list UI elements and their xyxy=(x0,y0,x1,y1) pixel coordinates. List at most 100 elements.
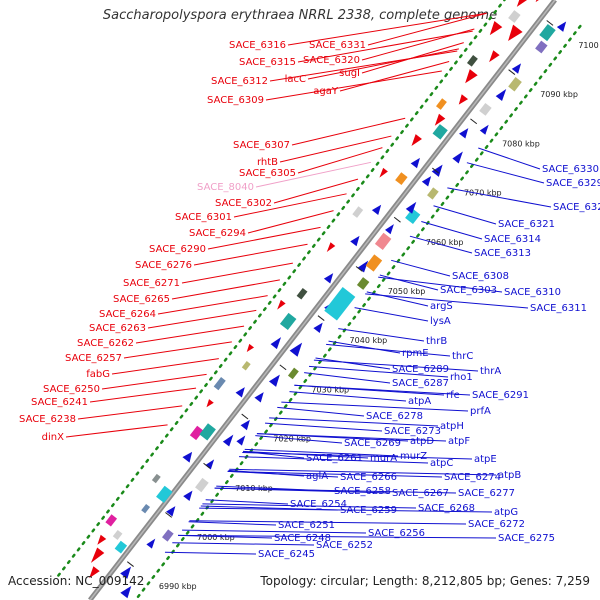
right-label-leader xyxy=(244,448,399,457)
gene-feature-block xyxy=(151,473,161,484)
reverse-gene-arrow xyxy=(379,167,388,178)
forward-gene-arrow xyxy=(495,89,507,101)
right-gene-label: SACE_6310 xyxy=(504,287,561,298)
left-gene-label: SACE_6290 xyxy=(149,244,206,255)
gene-feature-block xyxy=(539,23,556,42)
right-gene-label: SACE_6251 xyxy=(278,520,335,531)
gene-feature-block xyxy=(241,361,251,371)
forward-gene-arrow xyxy=(421,176,432,187)
right-label-leader xyxy=(447,187,552,208)
gene-feature-block xyxy=(141,503,151,514)
right-gene-label: SACE_6245 xyxy=(258,549,315,560)
right-label-leader xyxy=(338,328,425,342)
right-label-leader xyxy=(466,162,545,184)
right-gene-label: SACE_6289 xyxy=(392,364,449,375)
right-gene-label: SACE_6248 xyxy=(274,533,331,544)
gene-feature-block xyxy=(479,102,492,116)
left-gene-labels: SACE_6331 SACE_6316 SACE_6320 SACE_6315 sugI… xyxy=(19,40,366,443)
scale-tick xyxy=(393,216,401,223)
left-gene-label: SACE_6315 xyxy=(239,57,296,68)
right-label-leader xyxy=(304,372,391,384)
scale-tick-label: 7040 kbp xyxy=(350,336,388,345)
right-dotted-line xyxy=(133,20,585,600)
right-label-leader xyxy=(188,521,277,526)
left-label-leader xyxy=(255,161,372,188)
scale-tick-label: 7000 kbp xyxy=(197,533,235,542)
scale-tick-label: 7010 kbp xyxy=(235,484,273,493)
left-label-leader xyxy=(147,309,257,329)
forward-gene-arrow xyxy=(323,273,334,284)
right-gene-label: SACE_6287 xyxy=(392,378,449,389)
left-gene-label: SACE_6305 xyxy=(239,168,296,179)
left-gene-label: SACE_6312 xyxy=(211,76,268,87)
right-label-leader xyxy=(378,276,503,293)
reverse-gene-arrow xyxy=(489,21,503,36)
left-label-leader xyxy=(269,50,458,82)
left-label-leader xyxy=(247,210,334,234)
right-gene-label: SACE_6275 xyxy=(498,533,555,544)
dotted-guide-lines xyxy=(57,0,585,600)
right-label-leader xyxy=(182,529,367,534)
left-label-leader xyxy=(65,424,168,438)
left-gene-label: rhtB xyxy=(257,157,278,168)
left-label-leader xyxy=(367,12,487,46)
gene-feature-block xyxy=(162,529,174,542)
forward-gene-arrow xyxy=(183,490,193,501)
reverse-gene-arrow xyxy=(489,50,500,63)
reverse-gene-arrow xyxy=(206,399,214,408)
right-label-leader xyxy=(229,468,497,476)
forward-gene-arrow xyxy=(410,157,420,169)
forward-gene-arrow xyxy=(182,451,193,463)
left-gene-label: SACE_6262 xyxy=(77,338,134,349)
right-label-leader xyxy=(421,220,483,240)
gene-feature-block xyxy=(508,10,521,23)
right-gene-labels: SACE_6330 SACE_6329 SACE_6324 SACE_6321 SACE… xyxy=(258,164,600,560)
right-gene-label: SACE_6269 xyxy=(344,438,401,449)
forward-gene-arrow xyxy=(511,63,522,74)
left-label-leader xyxy=(181,262,293,284)
left-gene-label: SACE_6241 xyxy=(31,397,88,408)
scale-tick xyxy=(355,266,363,272)
right-label-leader xyxy=(326,343,451,357)
gene-feature-block xyxy=(427,187,439,200)
left-label-leader xyxy=(307,48,459,80)
scale-tick xyxy=(241,413,249,420)
left-label-leader xyxy=(157,295,268,315)
genome-backbone-highlight xyxy=(89,0,556,600)
right-gene-label: SACE_6321 xyxy=(498,219,555,230)
forward-gene-arrow xyxy=(236,435,246,446)
right-gene-label: SACE_6313 xyxy=(474,248,531,259)
forward-gene-arrow xyxy=(235,387,245,398)
right-gene-label: SACE_6261 xyxy=(306,453,363,464)
right-gene-label: lysA xyxy=(430,316,451,327)
right-label-leader xyxy=(199,507,493,513)
forward-gene-arrow xyxy=(350,235,360,247)
gene-feature-block xyxy=(105,514,118,527)
left-gene-label: SACE_6257 xyxy=(65,353,122,364)
left-label-leader xyxy=(111,358,219,375)
gene-feature-block xyxy=(195,477,209,493)
left-label-leader xyxy=(265,70,442,101)
topology-text: Topology: circular; Length: 8,212,805 bp… xyxy=(260,574,590,588)
right-gene-label: murZ xyxy=(400,451,427,462)
right-label-leader xyxy=(227,470,443,478)
gene-feature-block xyxy=(213,377,226,391)
left-gene-label: SACE_6265 xyxy=(113,294,170,305)
gene-feature-block xyxy=(199,423,216,441)
right-gene-label: atpB xyxy=(498,470,521,481)
left-gene-label: SACE_6264 xyxy=(99,309,156,320)
forward-gene-arrow xyxy=(556,21,567,32)
scale-tick xyxy=(203,462,211,469)
left-gene-label: SACE_6307 xyxy=(233,140,290,151)
reverse-gene-arrow xyxy=(90,547,105,563)
forward-gene-arrow xyxy=(166,506,176,517)
left-gene-label: SACE_6309 xyxy=(207,95,264,106)
right-gene-label: SACE_6311 xyxy=(530,303,587,314)
right-label-leader xyxy=(391,259,451,277)
right-gene-label: SACE_6324 xyxy=(553,202,600,213)
left-label-leader xyxy=(279,135,392,163)
left-gene-label: SACE_6302 xyxy=(215,198,272,209)
forward-gene-arrow xyxy=(222,434,234,447)
scale-tick xyxy=(279,364,287,371)
right-leader-lines xyxy=(164,147,552,555)
